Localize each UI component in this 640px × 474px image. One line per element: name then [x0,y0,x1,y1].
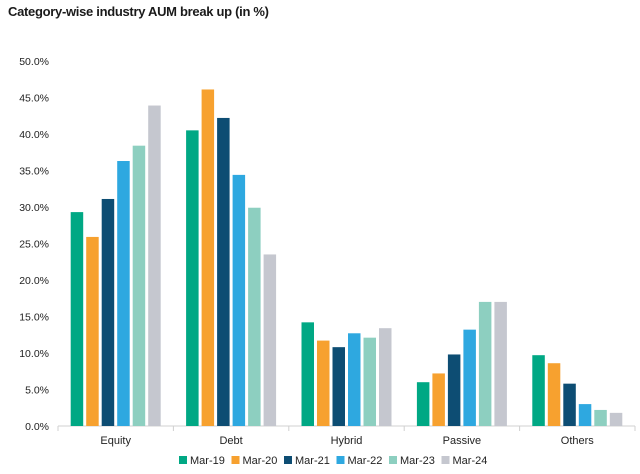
bar-equity-mar-21 [101,198,115,426]
bar-passive-mar-24 [494,301,507,426]
legend-label: Mar-19 [190,455,225,467]
bar-passive-mar-22 [463,329,476,426]
legend-swatch [441,456,450,464]
bar-debt-mar-22 [232,174,246,426]
y-tick-label: 15.0% [19,312,49,324]
legend-swatch [284,456,292,464]
legend-swatch [389,456,397,464]
bar-equity-mar-20 [86,236,99,426]
bar-others-mar-20 [547,363,561,426]
legend-label: Mar-22 [348,455,383,467]
legend-label: Mar-23 [400,455,435,467]
y-tick-label: 25.0% [19,239,49,251]
y-tick-label: 35.0% [19,166,49,178]
bar-others-mar-19 [532,355,545,426]
x-category-label: Passive [443,435,482,447]
chart-title: Category-wise industry AUM break up (in … [8,4,269,19]
bar-others-mar-22 [578,404,592,426]
bar-hybrid-mar-21 [332,347,345,426]
bar-others-mar-23 [594,409,607,426]
bar-hybrid-mar-23 [363,337,376,426]
legend-swatch [336,456,345,464]
bar-debt-mar-23 [248,207,261,426]
y-tick-label: 30.0% [19,202,49,214]
bar-debt-mar-21 [217,117,230,426]
bar-others-mar-21 [563,383,576,426]
bar-hybrid-mar-22 [348,333,361,426]
y-tick-label: 10.0% [19,348,49,360]
legend-swatch [231,456,240,464]
bar-debt-mar-20 [201,89,215,426]
y-tick-label: 0.0% [25,421,49,433]
bar-equity-mar-19 [70,212,84,426]
x-category-label: Debt [219,435,242,447]
bar-equity-mar-24 [148,105,161,426]
bar-debt-mar-19 [186,130,199,426]
bar-equity-mar-23 [132,145,146,426]
bar-passive-mar-21 [447,354,461,426]
legend-label: Mar-21 [295,455,330,467]
y-tick-label: 20.0% [19,275,49,287]
x-category-label: Hybrid [331,435,363,447]
x-category-label: Equity [100,435,131,447]
bar-others-mar-24 [609,412,623,426]
bar-hybrid-mar-24 [379,328,392,426]
y-tick-label: 5.0% [25,385,49,397]
bar-passive-mar-23 [478,301,492,426]
bar-passive-mar-20 [432,373,445,426]
bar-hybrid-mar-20 [317,340,330,426]
x-category-label: Others [561,435,595,447]
legend-label: Mar-24 [453,455,488,467]
bar-passive-mar-19 [416,382,430,426]
y-tick-label: 40.0% [19,129,49,141]
y-tick-label: 50.0% [19,56,49,68]
bar-hybrid-mar-19 [301,322,314,426]
y-tick-label: 45.0% [19,93,49,105]
bar-equity-mar-22 [117,161,130,426]
legend-label: Mar-20 [243,455,278,467]
legend-swatch [179,456,187,464]
bar-debt-mar-24 [263,254,277,426]
